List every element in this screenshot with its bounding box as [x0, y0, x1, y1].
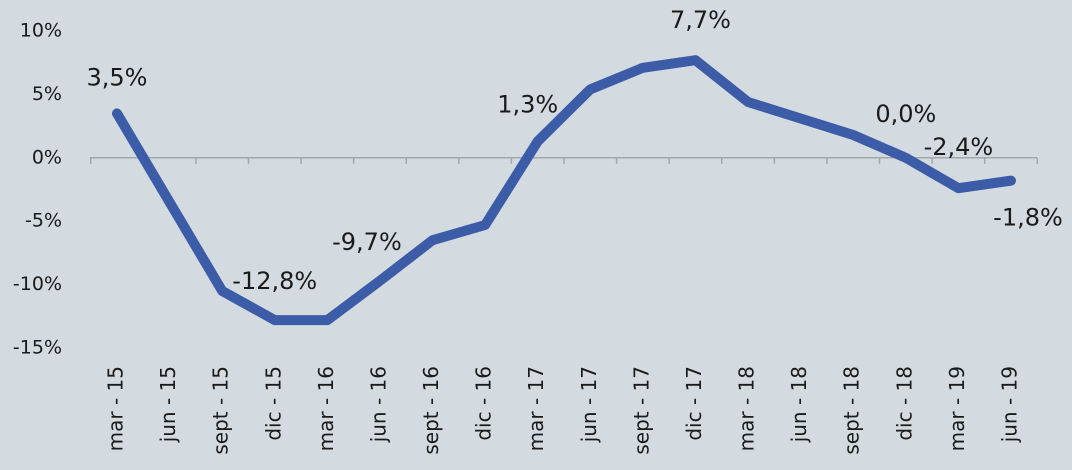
value-label: 1,3% [497, 90, 558, 118]
y-tick-label: -5% [25, 210, 62, 232]
y-tick-label: -10% [13, 273, 62, 295]
y-tick-label: 5% [32, 83, 62, 105]
x-tick-label: mar - 16 [314, 366, 338, 451]
x-tick-label: jun - 15 [156, 366, 180, 443]
x-tick-label: jun - 18 [787, 366, 811, 443]
x-tick-label: sept - 15 [209, 366, 233, 455]
x-tick-label: mar - 18 [735, 366, 759, 451]
x-tick-label: dic - 16 [472, 366, 496, 441]
x-tick-label: mar - 17 [524, 366, 548, 451]
value-label: -2,4% [924, 133, 994, 161]
x-tick-label: mar - 15 [104, 366, 128, 451]
x-tick-label: jun - 16 [366, 366, 390, 443]
x-tick-label: jun - 19 [998, 366, 1022, 443]
x-tick-label: jun - 17 [577, 366, 601, 443]
x-tick-label: sept - 17 [629, 366, 653, 455]
x-tick-label: dic - 18 [892, 366, 916, 441]
x-tick-label: sept - 16 [419, 366, 443, 455]
value-label: 3,5% [87, 63, 148, 91]
x-tick-label: dic - 17 [682, 366, 706, 441]
value-label: -9,7% [332, 228, 402, 256]
x-tick-label: sept - 18 [840, 366, 864, 455]
x-tick-label: dic - 15 [261, 366, 285, 441]
value-label: -12,8% [232, 267, 317, 295]
x-tick-label: mar - 19 [945, 366, 969, 451]
value-label: 0,0% [875, 100, 936, 128]
line [112, 55, 1016, 326]
value-label: 7,7% [670, 6, 731, 34]
y-tick-label: 10% [20, 20, 62, 42]
y-tick-label: 0% [32, 146, 62, 168]
value-label: -1,8% [993, 204, 1063, 232]
y-tick-label: -15% [13, 337, 62, 359]
